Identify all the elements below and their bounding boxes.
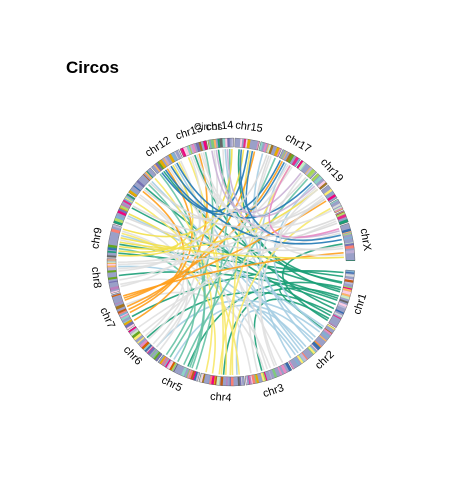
link-chr17-chrX bbox=[268, 165, 340, 238]
link-chr19-chrX bbox=[279, 188, 344, 257]
ideogram-chr20 bbox=[320, 184, 338, 203]
chr-label-chr3: chr3 bbox=[261, 382, 285, 400]
ideogram-chr16 bbox=[258, 141, 283, 158]
link-chr6-chr9 bbox=[122, 230, 189, 351]
ideogram-chr17 bbox=[278, 149, 301, 168]
link-chr3-chr16 bbox=[246, 156, 272, 372]
link-chr9-chrX bbox=[120, 237, 344, 259]
link-chr5-chr9 bbox=[118, 247, 196, 363]
ideogram-chr22 bbox=[335, 210, 349, 226]
page-title: Circos bbox=[66, 58, 119, 77]
ideogram-chr8 bbox=[106, 258, 121, 294]
ideogram-chr11 bbox=[128, 167, 157, 198]
link-chr2-chr17 bbox=[258, 163, 292, 359]
ideogram-chr15 bbox=[234, 137, 260, 151]
link-chr9-chr15 bbox=[118, 149, 245, 257]
ideogram-chr1 bbox=[328, 269, 355, 329]
link-chr20-chr22 bbox=[280, 198, 338, 239]
link-chr4-chr21 bbox=[229, 207, 331, 376]
ideogram-chr19 bbox=[311, 173, 328, 190]
chr-label-chr1: chr1 bbox=[351, 292, 369, 316]
link-chr11-chr16 bbox=[143, 154, 268, 220]
link-chr5-chr16 bbox=[169, 157, 276, 358]
link-chr6-chr14 bbox=[155, 150, 219, 348]
chr-label-chr6: chr6 bbox=[121, 344, 144, 368]
link-chr7-chr12 bbox=[129, 168, 193, 314]
link-chr6-chr10 bbox=[125, 221, 185, 337]
link-chr10-chr22 bbox=[132, 205, 336, 239]
link-chr10-chrX bbox=[126, 217, 344, 252]
ideogram-chr21 bbox=[329, 198, 344, 214]
ideogram-chr5 bbox=[157, 354, 201, 382]
link-chr3-chr11 bbox=[139, 194, 252, 374]
ideogram-chr2 bbox=[288, 323, 336, 370]
chr-label-chr8: chr8 bbox=[89, 266, 103, 289]
chr-label-chr15: chr15 bbox=[235, 119, 264, 135]
chr-label-chr5: chr5 bbox=[159, 374, 183, 394]
ideogram-chr18 bbox=[296, 159, 318, 180]
ideogram-chr3 bbox=[244, 361, 293, 386]
link-chr14-chr18 bbox=[211, 150, 302, 214]
link-chr9-chr19 bbox=[118, 188, 319, 250]
link-chr3-chr7 bbox=[126, 291, 265, 371]
ideogram-chr13 bbox=[179, 140, 209, 158]
link-chr9-chr10 bbox=[119, 213, 179, 249]
link-chr3-chr18 bbox=[258, 173, 304, 366]
link-chr7-chr17 bbox=[124, 160, 284, 301]
ideogram-chrX bbox=[339, 222, 356, 261]
inner-track-label: Circos bbox=[194, 122, 222, 133]
link-chr15-chr17 bbox=[245, 150, 286, 211]
chr-label-chr9: chr9 bbox=[89, 227, 105, 250]
ideogram-chr12 bbox=[151, 149, 183, 175]
ideogram-chr7 bbox=[111, 292, 136, 331]
ideogram-chr4 bbox=[198, 372, 246, 387]
link-chr1-chr8 bbox=[118, 271, 338, 302]
link-chr12-chrX bbox=[170, 165, 342, 245]
chr-label-chr14: chr14 bbox=[205, 119, 233, 133]
link-chr2-chr12 bbox=[174, 163, 302, 352]
link-chr15-chrX bbox=[239, 149, 341, 242]
link-chr2-chr19 bbox=[273, 183, 323, 331]
link-chr7-chr13 bbox=[133, 153, 208, 321]
chr-label-chr7: chr7 bbox=[97, 306, 117, 330]
ideogram-chr14 bbox=[207, 137, 234, 150]
chr-label-chr4: chr4 bbox=[210, 391, 232, 405]
link-chr11-chr20 bbox=[149, 182, 326, 228]
link-chr5-chr12 bbox=[159, 173, 206, 368]
link-chr9-chr12 bbox=[118, 164, 194, 253]
ideogram-chr10 bbox=[113, 193, 136, 226]
links-layer bbox=[117, 148, 344, 376]
ideogram-layer bbox=[106, 137, 356, 387]
ideogram-chr9 bbox=[106, 223, 122, 258]
chr-label-chrX: chrX bbox=[358, 228, 374, 253]
link-chr8-chr17 bbox=[119, 166, 293, 281]
link-chr16-chr18 bbox=[255, 155, 307, 216]
ideogram-chr6 bbox=[127, 325, 163, 362]
link-chr13-chr17 bbox=[191, 155, 289, 212]
